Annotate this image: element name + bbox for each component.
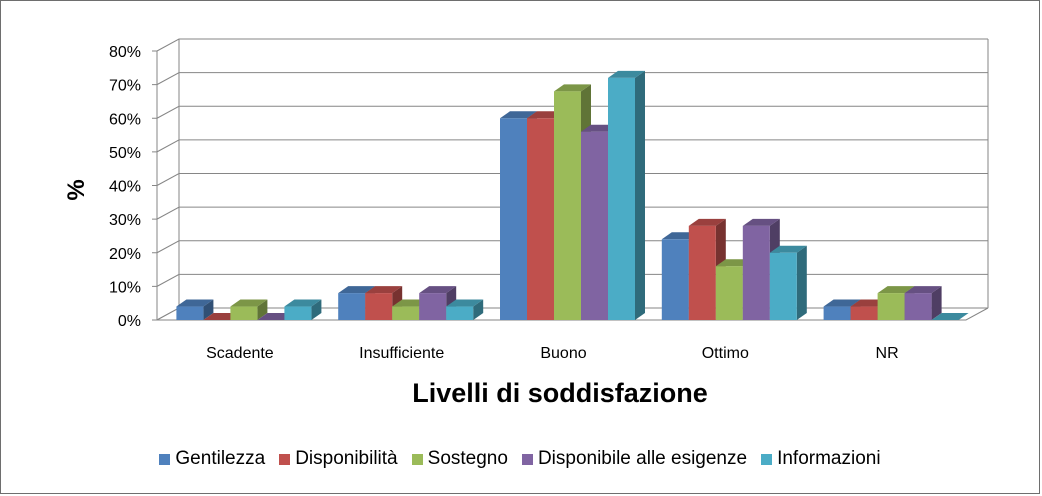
x-tick-label: Buono xyxy=(540,345,586,362)
gridline xyxy=(156,38,988,52)
legend-swatch xyxy=(159,453,171,465)
legend-item: Gentilezza xyxy=(159,448,265,470)
x-tick-label: NR xyxy=(876,345,899,362)
bar-side xyxy=(311,299,322,320)
bar-front xyxy=(877,293,905,320)
bar-front xyxy=(608,77,635,321)
bar-top xyxy=(931,313,969,320)
bar-front xyxy=(581,131,608,320)
bar-top xyxy=(904,286,942,294)
y-tick-label: 10% xyxy=(109,279,141,296)
bar-front xyxy=(500,118,527,320)
bar xyxy=(769,245,807,320)
bar xyxy=(931,313,969,320)
x-axis-title: Livelli di soddisfazione xyxy=(412,378,708,408)
bar-front xyxy=(715,266,743,320)
legend-swatch xyxy=(279,453,291,465)
legend-item: Disponibile alle esigenze xyxy=(521,448,748,470)
bar-front xyxy=(527,118,554,320)
bar-top xyxy=(769,245,807,253)
bar-top xyxy=(365,286,403,294)
y-tick-label: 60% xyxy=(109,111,141,128)
legend-swatch xyxy=(761,453,773,465)
legend-item: Disponibilità xyxy=(279,448,398,470)
bar-top xyxy=(742,218,780,226)
bar-front xyxy=(446,306,474,320)
bar-top xyxy=(877,286,915,294)
bar-side xyxy=(473,299,484,320)
bar xyxy=(176,299,214,320)
legend-item: Sostegno xyxy=(411,448,508,470)
legend-item: Informazioni xyxy=(761,448,881,470)
y-tick-label: 50% xyxy=(109,145,141,162)
bar-front xyxy=(823,306,851,320)
x-tick-label: Insufficiente xyxy=(359,345,444,362)
bar-top xyxy=(500,111,537,119)
bar-top xyxy=(338,286,376,294)
bar-front xyxy=(769,252,797,320)
bar-side xyxy=(203,299,214,320)
legend-swatch xyxy=(521,453,533,465)
bar-front xyxy=(338,293,366,320)
bar xyxy=(608,70,645,321)
y-axis-title: % xyxy=(63,179,90,200)
bar-front xyxy=(419,293,447,320)
y-tick-label: 20% xyxy=(109,246,141,263)
bar-front xyxy=(176,306,204,320)
bar-front xyxy=(742,225,770,320)
bar xyxy=(230,299,268,320)
bar-top xyxy=(608,70,645,78)
bar xyxy=(446,299,484,320)
legend-swatch xyxy=(411,453,423,465)
bar xyxy=(904,286,942,320)
bar-front xyxy=(850,306,878,320)
y-tick-label: 40% xyxy=(109,179,141,196)
bar xyxy=(419,286,457,320)
bar-front xyxy=(365,293,393,320)
x-tick-label: Ottimo xyxy=(702,345,749,362)
legend-label: Informazioni xyxy=(777,448,881,469)
bar-top xyxy=(823,299,861,307)
y-tick-label: 0% xyxy=(118,313,141,330)
bar-side xyxy=(635,70,645,321)
bar xyxy=(284,299,322,320)
legend-label: Gentilezza xyxy=(175,448,266,469)
bar-top xyxy=(176,299,214,307)
bar-front xyxy=(904,293,932,320)
bar-front xyxy=(554,91,581,320)
bar-top xyxy=(419,286,457,294)
y-tick-label: 80% xyxy=(109,44,141,61)
bar-front xyxy=(230,306,258,320)
gridline xyxy=(156,72,988,86)
bar-side xyxy=(257,299,268,320)
legend-label: Disponibile alle esigenze xyxy=(537,448,748,469)
bar-top xyxy=(688,218,726,226)
bar-front xyxy=(392,306,420,320)
bar-top xyxy=(446,299,484,307)
legend-label: Disponibilità xyxy=(295,448,398,469)
y-tick-label: 70% xyxy=(109,78,141,95)
bar-top xyxy=(284,299,322,307)
bar-side xyxy=(931,286,942,320)
bar-front xyxy=(688,225,716,320)
y-tick-label: 30% xyxy=(109,212,141,229)
bar-top xyxy=(230,299,268,307)
bar-layer xyxy=(176,70,969,321)
label-layer: 0% 10% 20% 30% 40% 50% 60% 70% 80% Scadente Insuff… xyxy=(109,44,899,362)
x-tick-label: Scadente xyxy=(206,345,274,362)
bar-front xyxy=(661,239,689,320)
bar-top xyxy=(554,84,591,92)
bar-front xyxy=(284,306,312,320)
legend: Gentilezza Disponibilità Sostegno Disponibi… xyxy=(0,448,1040,470)
legend-label: Sostegno xyxy=(427,448,508,469)
bar-side xyxy=(796,245,807,320)
